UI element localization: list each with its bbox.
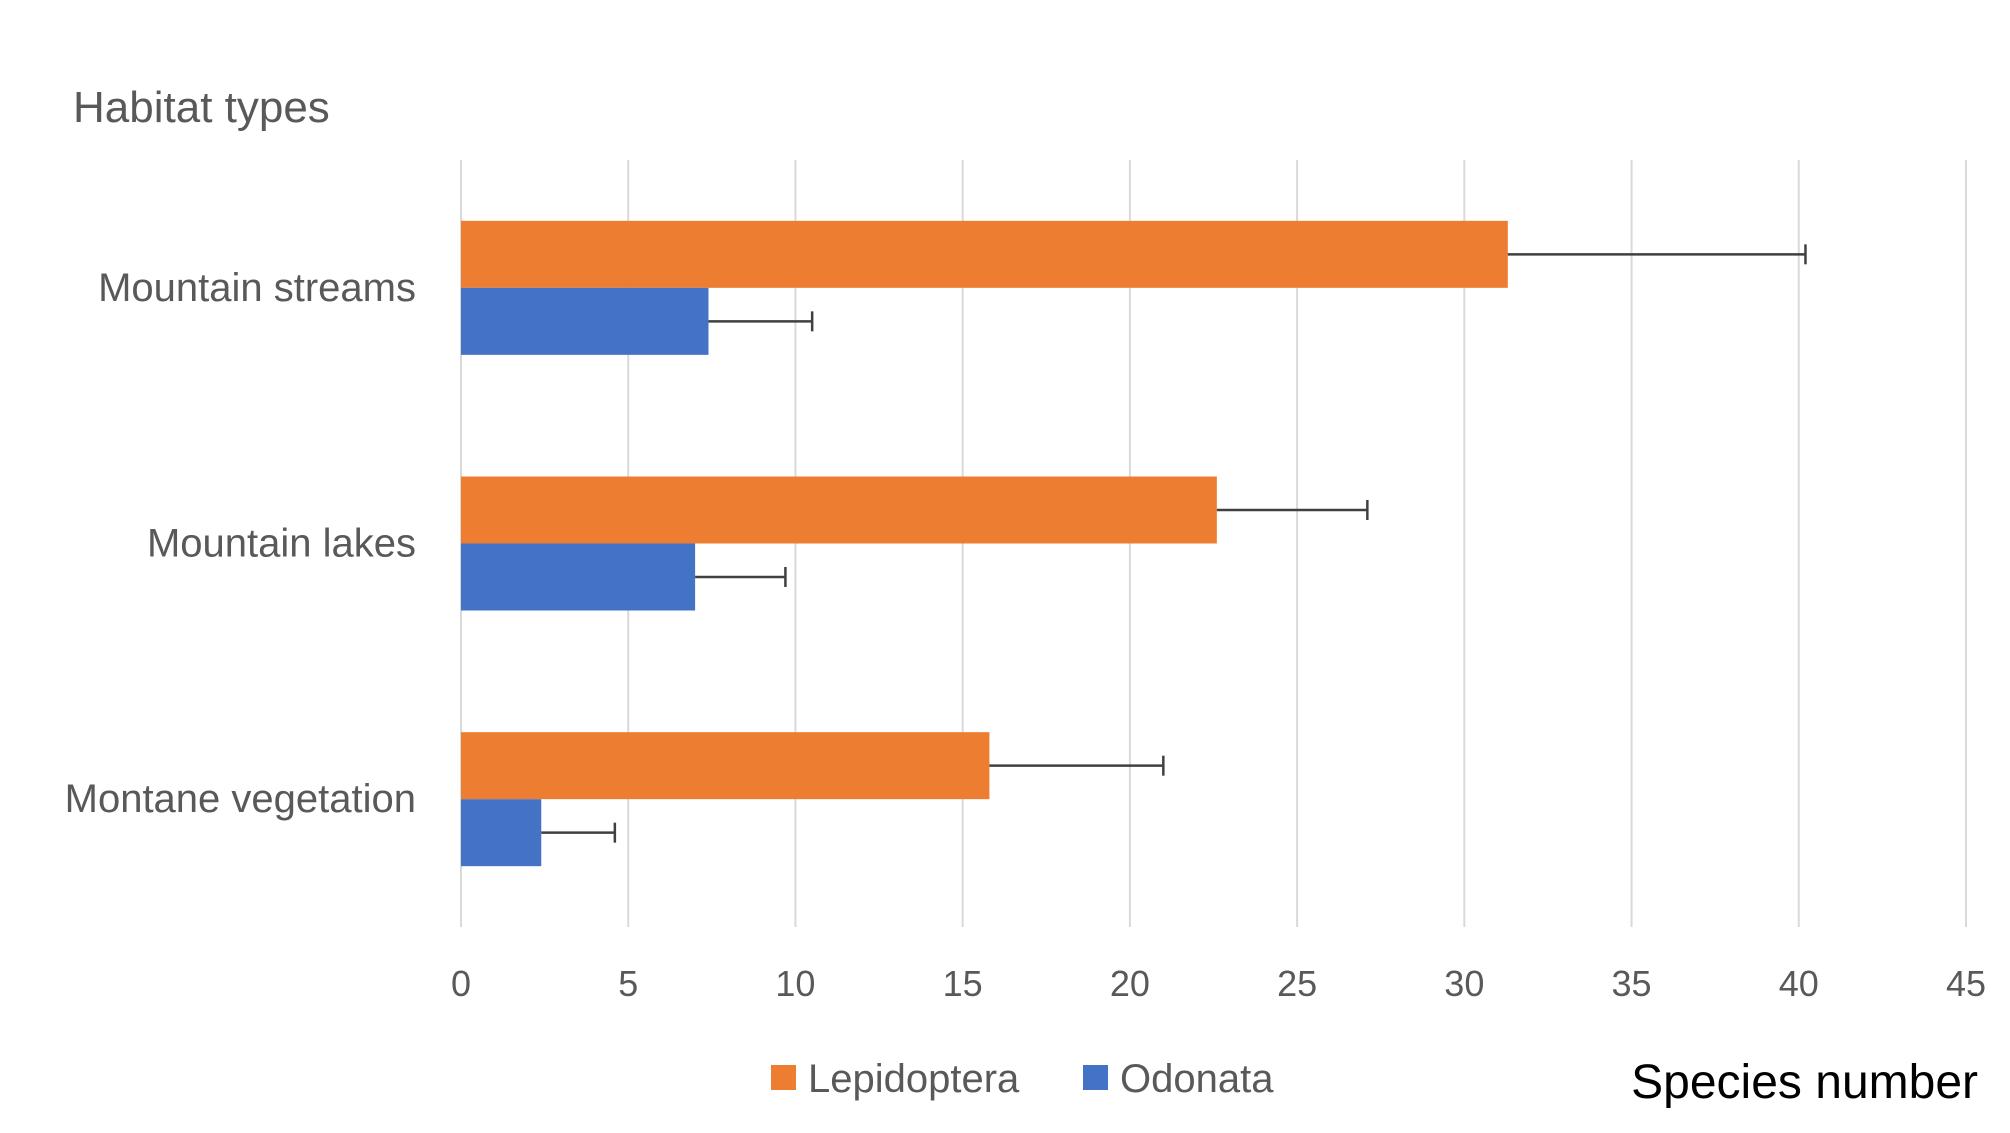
category-label: Montane vegetation bbox=[65, 777, 416, 821]
x-tick-label: 20 bbox=[1110, 963, 1150, 1004]
bar-odonata bbox=[461, 543, 696, 611]
category-labels: Mountain streams Mountain lakes Montane ve… bbox=[65, 266, 416, 821]
x-tick-label: 10 bbox=[775, 963, 815, 1004]
x-tick-label: 30 bbox=[1444, 963, 1484, 1004]
legend-swatch-lepidoptera bbox=[771, 1065, 796, 1090]
category-label: Mountain lakes bbox=[147, 522, 416, 566]
error-bars bbox=[541, 244, 1807, 843]
bar-lepidoptera bbox=[461, 476, 1217, 544]
x-tick-label: 15 bbox=[943, 963, 983, 1004]
x-tick-label: 5 bbox=[618, 963, 638, 1004]
legend-swatch-odonata bbox=[1083, 1065, 1108, 1090]
bar-odonata bbox=[461, 287, 709, 355]
bar-lepidoptera bbox=[461, 732, 990, 800]
bars bbox=[461, 220, 1508, 867]
legend-label-lepidoptera: Lepidoptera bbox=[808, 1057, 1020, 1101]
x-tick-labels: 0 5 10 15 20 25 30 35 40 45 bbox=[451, 963, 1986, 1004]
bar-lepidoptera bbox=[461, 220, 1508, 288]
x-tick-label: 25 bbox=[1277, 963, 1317, 1004]
legend-label-odonata: Odonata bbox=[1120, 1057, 1274, 1101]
x-axis-title: Species number bbox=[1631, 1056, 1978, 1109]
x-tick-label: 40 bbox=[1779, 963, 1819, 1004]
x-tick-label: 35 bbox=[1612, 963, 1652, 1004]
category-label: Mountain streams bbox=[98, 266, 416, 310]
bar-odonata bbox=[461, 799, 542, 867]
x-tick-label: 45 bbox=[1946, 963, 1986, 1004]
legend: Lepidoptera Odonata bbox=[771, 1057, 1274, 1101]
y-axis-title: Habitat types bbox=[73, 83, 330, 132]
x-tick-label: 0 bbox=[451, 963, 471, 1004]
